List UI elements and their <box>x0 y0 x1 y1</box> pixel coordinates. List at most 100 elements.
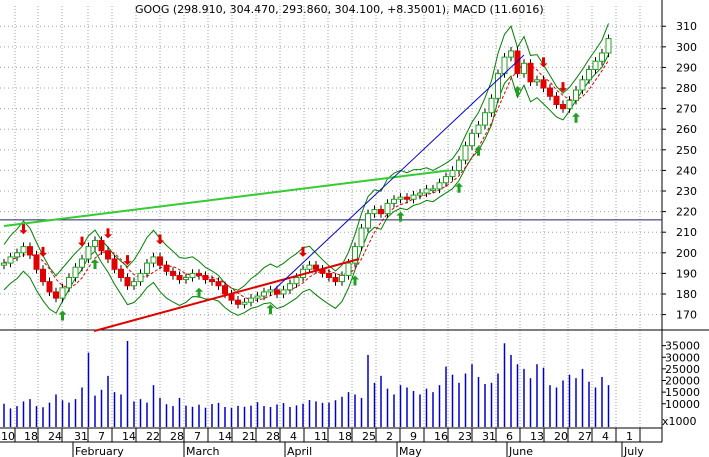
candle-up <box>20 246 27 254</box>
candle-down <box>332 277 339 283</box>
month-label: July <box>623 445 644 457</box>
buy-arrow <box>455 182 463 193</box>
price-tick-label: 170 <box>676 309 697 322</box>
candle-up <box>1 262 7 266</box>
day-label: 1 <box>626 430 633 443</box>
candle-up <box>189 272 196 279</box>
candle-down <box>404 196 410 200</box>
upper-band <box>3 23 609 291</box>
price-tick-label: 310 <box>676 20 697 33</box>
candle-down <box>378 209 384 215</box>
candle-down <box>313 264 319 270</box>
price-tick-label: 270 <box>676 103 697 116</box>
candle-down <box>27 246 33 256</box>
buy-arrow <box>474 145 483 156</box>
day-label: 28 <box>266 430 280 443</box>
candle-down <box>553 95 560 106</box>
candle-up <box>521 62 527 75</box>
day-label: 7 <box>98 430 105 443</box>
sell-arrow <box>39 246 47 257</box>
buy-arrow <box>58 310 67 321</box>
candle-down <box>33 254 40 270</box>
price-tick-label: 280 <box>676 82 697 95</box>
lower-band <box>3 54 609 316</box>
candle-up <box>345 262 352 276</box>
day-label: 9 <box>410 430 417 443</box>
candle-up <box>85 246 92 260</box>
volume-tick-label: 20000 <box>665 375 700 388</box>
candle-down <box>98 239 105 252</box>
candle-up <box>358 227 365 248</box>
day-label: 16 <box>434 430 448 443</box>
candle-up <box>72 266 79 279</box>
sell-arrow <box>299 246 307 257</box>
candle-up <box>599 52 605 62</box>
buy-arrow <box>513 85 522 96</box>
candle-down <box>176 274 183 281</box>
month-label: April <box>287 445 312 457</box>
candle-up <box>391 198 397 204</box>
candle-down <box>202 274 209 281</box>
candle-up <box>456 159 462 171</box>
month-label: March <box>186 445 220 457</box>
day-label: 13 <box>530 430 544 443</box>
day-label: 31 <box>482 430 496 443</box>
buy-arrow <box>572 112 580 123</box>
candle-up <box>534 79 540 83</box>
price-tick-label: 180 <box>676 288 697 301</box>
day-label: 24 <box>48 430 62 443</box>
candle-down <box>560 104 566 110</box>
candle-up <box>137 272 144 283</box>
day-label: 10 <box>1 430 15 443</box>
candle-up <box>475 124 482 134</box>
candle-up <box>92 239 98 248</box>
candle-down <box>111 258 118 270</box>
candle-down <box>215 281 222 287</box>
day-label: 21 <box>242 430 256 443</box>
price-tick-label: 210 <box>676 226 697 239</box>
day-label: 31 <box>74 430 88 443</box>
candle-up <box>339 274 345 283</box>
price-tick-label: 240 <box>676 164 697 177</box>
candle-down <box>118 268 124 279</box>
buy-arrow <box>91 258 99 269</box>
candle-down <box>547 87 553 97</box>
candle-up <box>566 99 573 110</box>
candle-down <box>326 272 332 279</box>
candle-down <box>274 289 280 295</box>
candle-up <box>150 256 157 264</box>
day-label: 6 <box>506 430 513 443</box>
candle-down <box>540 79 547 89</box>
buy-arrow <box>396 211 405 222</box>
candle-up <box>605 38 612 54</box>
candle-down <box>514 50 521 75</box>
candle-up <box>7 256 14 264</box>
month-label: June <box>508 445 533 457</box>
candle-up <box>14 252 20 258</box>
candle-up <box>495 73 501 99</box>
candle-up <box>267 289 274 293</box>
price-tick-label: 260 <box>676 123 697 136</box>
candle-down <box>222 285 228 295</box>
candle-up <box>410 194 417 200</box>
candle-up <box>280 289 287 295</box>
day-label: 20 <box>554 430 568 443</box>
candle-up <box>66 277 72 289</box>
day-label: 2 <box>386 430 393 443</box>
sell-arrow <box>123 255 132 266</box>
candle-up <box>306 264 313 270</box>
volume-tick-label: 35000 <box>665 340 700 353</box>
day-label: 18 <box>338 430 352 443</box>
trendline-blue <box>273 54 525 291</box>
candle-up <box>183 277 189 281</box>
moving-average <box>3 60 609 301</box>
candle-down <box>209 279 215 283</box>
day-label: 27 <box>578 430 592 443</box>
volume-tick-label: 30000 <box>665 351 700 364</box>
day-label: 11 <box>314 430 328 443</box>
day-label: 14 <box>218 430 232 443</box>
sell-arrow <box>539 57 548 68</box>
day-label: 18 <box>24 430 38 443</box>
price-tick-label: 230 <box>676 185 697 198</box>
volume-unit-label: x1000 <box>662 415 697 428</box>
